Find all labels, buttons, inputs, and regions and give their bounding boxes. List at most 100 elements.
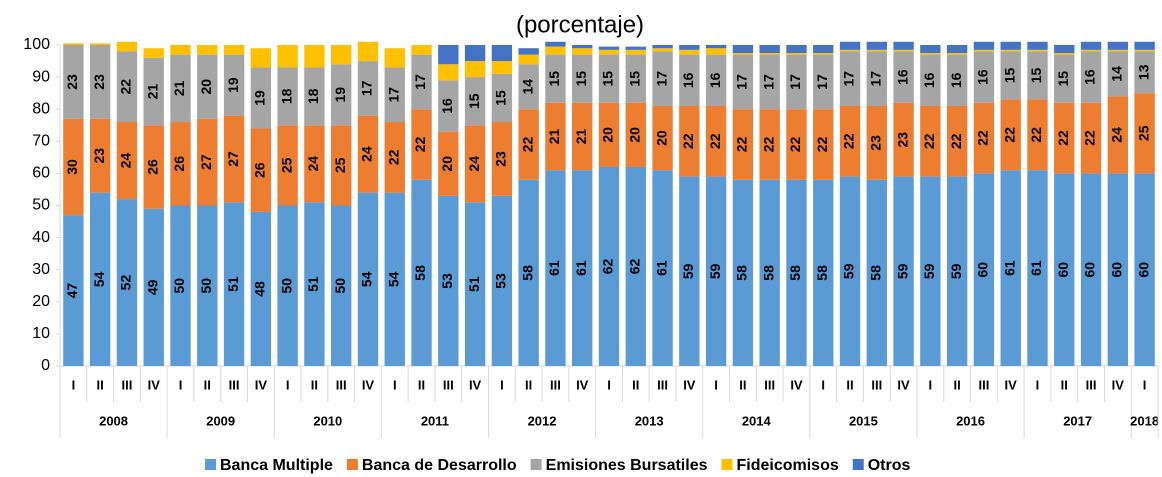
data-label: 30 bbox=[64, 159, 80, 175]
data-label: 50 bbox=[332, 278, 348, 294]
data-label: 15 bbox=[600, 71, 616, 87]
x-tick-label: IV bbox=[576, 377, 589, 392]
data-label: 59 bbox=[948, 263, 964, 279]
bar-segment bbox=[1054, 102, 1075, 174]
bar-segment bbox=[598, 54, 620, 103]
bar-segment bbox=[839, 41, 861, 50]
data-label: 23 bbox=[91, 74, 107, 90]
data-label: 23 bbox=[894, 132, 910, 148]
bar-segment bbox=[331, 205, 352, 366]
data-label: 51 bbox=[305, 276, 321, 292]
data-label: 22 bbox=[975, 130, 991, 146]
data-label: 54 bbox=[385, 271, 401, 287]
bar-segment bbox=[143, 48, 164, 58]
data-label: 59 bbox=[841, 263, 857, 279]
year-label: 2011 bbox=[421, 413, 449, 428]
bar-segment bbox=[679, 49, 700, 55]
data-label: 25 bbox=[1135, 125, 1151, 141]
data-label: 22 bbox=[787, 137, 803, 153]
bar-segment bbox=[973, 51, 995, 103]
data-label: 50 bbox=[171, 278, 187, 294]
data-label: 16 bbox=[439, 98, 455, 114]
x-tick-label: I bbox=[929, 377, 933, 392]
bar-segment bbox=[438, 131, 459, 196]
legend-swatch bbox=[346, 459, 358, 470]
bar-segment bbox=[625, 166, 646, 366]
bar-segment bbox=[920, 176, 941, 366]
x-tick-label: II bbox=[739, 377, 746, 392]
bar-segment bbox=[786, 179, 807, 366]
bar-segment bbox=[679, 45, 700, 50]
data-label: 17 bbox=[385, 87, 401, 103]
data-label: 17 bbox=[841, 71, 857, 87]
bar-segment bbox=[277, 67, 298, 126]
data-label: 53 bbox=[493, 273, 509, 289]
bar-segment bbox=[839, 51, 861, 106]
bar-segment bbox=[170, 122, 191, 206]
bar-segment bbox=[1000, 41, 1021, 50]
year-label: 2016 bbox=[956, 413, 985, 428]
x-tick-label: IV bbox=[790, 377, 803, 392]
legend-label: Otros bbox=[868, 457, 911, 474]
bar-segment bbox=[1134, 93, 1155, 174]
bar-segment bbox=[572, 45, 593, 49]
bar-segment bbox=[464, 61, 486, 78]
data-label: 19 bbox=[252, 90, 268, 106]
year-label: 2015 bbox=[849, 413, 878, 428]
x-tick-label: IV bbox=[148, 377, 161, 392]
bar-segment bbox=[893, 102, 914, 177]
data-label: 19 bbox=[225, 77, 241, 93]
bar-segment bbox=[170, 205, 191, 366]
bar-segment bbox=[63, 118, 84, 216]
x-tick-label: I bbox=[1143, 377, 1147, 392]
bar-segment bbox=[89, 192, 111, 366]
bar-segment bbox=[920, 105, 941, 177]
data-label: 61 bbox=[1028, 260, 1044, 276]
bar-segment bbox=[170, 45, 191, 55]
data-label: 16 bbox=[975, 69, 991, 85]
data-label: 15 bbox=[466, 93, 482, 109]
bar-segment bbox=[197, 54, 218, 119]
bar-segment bbox=[411, 54, 432, 110]
data-label: 22 bbox=[814, 137, 830, 153]
bar-segment bbox=[518, 48, 539, 55]
chart-title: (porcentaje) bbox=[516, 11, 644, 38]
data-label: 22 bbox=[118, 79, 134, 95]
bar-segment bbox=[89, 45, 111, 119]
bar-segment bbox=[143, 57, 164, 126]
bar-segment bbox=[572, 54, 593, 103]
x-tick-label: III bbox=[550, 377, 561, 392]
bar-segment bbox=[197, 205, 218, 366]
bar-segment bbox=[438, 64, 459, 81]
y-tick-label: 80 bbox=[32, 100, 50, 117]
year-label: 2009 bbox=[206, 413, 235, 428]
bar-segment bbox=[625, 46, 646, 50]
data-label: 25 bbox=[332, 157, 348, 173]
data-label: 16 bbox=[921, 72, 937, 88]
bar-segment bbox=[331, 125, 352, 206]
bar-segment bbox=[572, 170, 593, 366]
bar-segment bbox=[331, 64, 352, 126]
data-label: 49 bbox=[144, 279, 160, 295]
data-label: 51 bbox=[225, 276, 241, 292]
bar-segment bbox=[545, 102, 566, 171]
bar-segment bbox=[518, 64, 539, 110]
x-tick-label: III bbox=[764, 377, 775, 392]
data-label: 59 bbox=[707, 263, 723, 279]
bar-segment bbox=[304, 45, 325, 68]
bar-segment bbox=[1027, 41, 1048, 50]
bar-segment bbox=[277, 45, 298, 68]
bar-segment bbox=[786, 54, 807, 110]
bar-segment bbox=[63, 43, 84, 45]
data-label: 16 bbox=[894, 69, 910, 85]
bar-segment bbox=[813, 109, 834, 180]
bar-segment bbox=[304, 202, 325, 366]
x-tick-label: IV bbox=[255, 377, 268, 392]
data-label: 23 bbox=[868, 135, 884, 151]
bar-segment bbox=[759, 179, 780, 366]
data-label: 22 bbox=[760, 137, 776, 153]
data-label: 22 bbox=[841, 133, 857, 149]
bar-segment bbox=[63, 215, 84, 366]
bar-segment bbox=[598, 49, 620, 55]
data-label: 21 bbox=[144, 84, 160, 100]
